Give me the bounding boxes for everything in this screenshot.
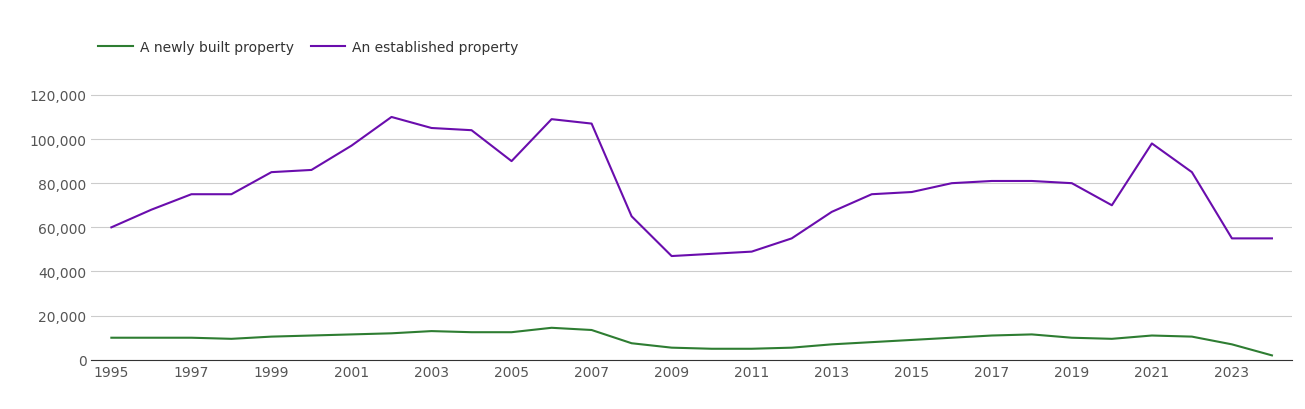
An established property bbox=[424, 126, 440, 131]
An established property bbox=[1024, 179, 1040, 184]
An established property bbox=[984, 179, 1000, 184]
A newly built property bbox=[304, 333, 320, 338]
An established property bbox=[664, 254, 680, 259]
An established property bbox=[944, 181, 959, 186]
A newly built property bbox=[1144, 333, 1160, 338]
A newly built property bbox=[744, 346, 760, 351]
A newly built property bbox=[703, 346, 719, 351]
A newly built property bbox=[1265, 353, 1280, 358]
An established property bbox=[304, 168, 320, 173]
An established property bbox=[103, 225, 119, 230]
An established property bbox=[624, 214, 639, 219]
A newly built property bbox=[463, 330, 479, 335]
A newly built property bbox=[1024, 332, 1040, 337]
A newly built property bbox=[583, 328, 599, 333]
An established property bbox=[184, 192, 200, 197]
A newly built property bbox=[504, 330, 519, 335]
An established property bbox=[343, 144, 359, 149]
A newly built property bbox=[1184, 334, 1199, 339]
A newly built property bbox=[624, 341, 639, 346]
An established property bbox=[583, 122, 599, 127]
A newly built property bbox=[424, 329, 440, 334]
A newly built property bbox=[1064, 335, 1079, 340]
An established property bbox=[744, 249, 760, 254]
A newly built property bbox=[904, 338, 920, 343]
An established property bbox=[463, 128, 479, 133]
An established property bbox=[1144, 142, 1160, 146]
An established property bbox=[864, 192, 880, 197]
A newly built property bbox=[343, 332, 359, 337]
An established property bbox=[1064, 181, 1079, 186]
A newly built property bbox=[184, 335, 200, 340]
A newly built property bbox=[784, 345, 800, 350]
A newly built property bbox=[944, 335, 959, 340]
An established property bbox=[784, 236, 800, 241]
A newly built property bbox=[384, 331, 399, 336]
A newly built property bbox=[223, 337, 239, 342]
A newly built property bbox=[264, 334, 279, 339]
An established property bbox=[1224, 236, 1240, 241]
A newly built property bbox=[144, 335, 159, 340]
A newly built property bbox=[984, 333, 1000, 338]
An established property bbox=[223, 192, 239, 197]
An established property bbox=[144, 208, 159, 213]
An established property bbox=[504, 159, 519, 164]
An established property bbox=[264, 170, 279, 175]
A newly built property bbox=[103, 335, 119, 340]
Legend: A newly built property, An established property: A newly built property, An established p… bbox=[98, 41, 518, 55]
A newly built property bbox=[544, 326, 560, 330]
A newly built property bbox=[664, 345, 680, 350]
A newly built property bbox=[1104, 337, 1120, 342]
Line: An established property: An established property bbox=[111, 118, 1272, 256]
An established property bbox=[703, 252, 719, 257]
An established property bbox=[544, 117, 560, 122]
An established property bbox=[384, 115, 399, 120]
A newly built property bbox=[864, 340, 880, 345]
An established property bbox=[904, 190, 920, 195]
An established property bbox=[1104, 203, 1120, 208]
An established property bbox=[823, 210, 839, 215]
A newly built property bbox=[823, 342, 839, 347]
A newly built property bbox=[1224, 342, 1240, 347]
An established property bbox=[1265, 236, 1280, 241]
An established property bbox=[1184, 170, 1199, 175]
Line: A newly built property: A newly built property bbox=[111, 328, 1272, 355]
